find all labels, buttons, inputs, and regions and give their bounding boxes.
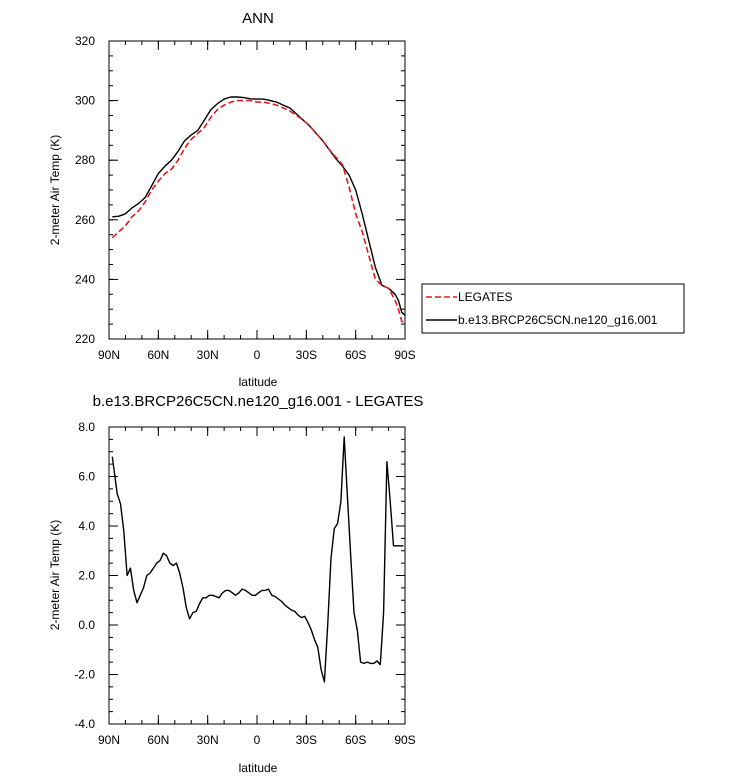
y-tick-label: 260 xyxy=(75,213,95,227)
y-tick-label: 8.0 xyxy=(78,420,95,434)
y-tick-label: 280 xyxy=(75,153,95,167)
x-tick-label: 0 xyxy=(254,733,261,747)
y-tick-label: 2.0 xyxy=(78,569,95,583)
x-tick-label: 30S xyxy=(296,348,317,362)
y-tick-label: 6.0 xyxy=(78,470,95,484)
bottom-chart-title: b.e13.BRCP26C5CN.ne120_g16.001 - LEGATES xyxy=(93,393,424,410)
top-chart-frame xyxy=(108,40,406,340)
x-tick-label: 90S xyxy=(394,348,415,362)
x-tick-label: 60N xyxy=(147,348,169,362)
y-tick-label: 320 xyxy=(75,34,95,48)
top-chart-title: ANN xyxy=(242,10,274,27)
bottom-chart-y-axis-label: 2-meter Air Temp (K) xyxy=(48,520,62,630)
x-tick-label: 30N xyxy=(197,348,219,362)
bottom-chart-plot: 90N 60N 30N 0 30S 60S 90S -4.0 -2.0 0.0 2.0 4.0 6.0 8… xyxy=(74,420,415,747)
y-tick-label: 0.0 xyxy=(78,618,95,632)
top-chart-series-line-1 xyxy=(111,99,406,325)
x-tick-label: 0 xyxy=(254,348,261,362)
legend-label-model: b.e13.BRCP26C5CN.ne120_g16.001 xyxy=(458,313,658,327)
y-tick-label: 4.0 xyxy=(78,519,95,533)
x-tick-label: 30S xyxy=(296,733,317,747)
y-tick-label: 240 xyxy=(75,272,95,286)
top-chart-series-line-2 xyxy=(112,96,406,316)
y-tick-label: 300 xyxy=(75,94,95,108)
legend-box xyxy=(421,283,685,334)
top-chart-legend: LEGATES b.e13.BRCP26C5CN.ne120_g16.001 xyxy=(421,283,685,334)
x-tick-label: 60S xyxy=(345,348,366,362)
x-tick-label: 60N xyxy=(147,733,169,747)
y-tick-label: -2.0 xyxy=(74,668,95,682)
x-tick-label: 90N xyxy=(98,348,120,362)
bottom-chart-series-line-1 xyxy=(111,436,404,683)
bottom-chart-frame xyxy=(108,426,406,725)
x-tick-label: 90S xyxy=(394,733,415,747)
x-tick-label: 30N xyxy=(197,733,219,747)
top-chart-plot: 90N 60N 30N 0 30S 60S 90S 220 240 260 280 300 320 xyxy=(75,34,416,362)
top-chart-y-axis-label: 2-meter Air Temp (K) xyxy=(48,135,62,245)
bottom-chart-x-axis-label: latitude xyxy=(239,761,278,775)
y-tick-label: 220 xyxy=(75,332,95,346)
top-chart-x-axis-label: latitude xyxy=(239,375,278,389)
x-tick-label: 90N xyxy=(98,733,120,747)
y-tick-label: -4.0 xyxy=(74,717,95,731)
x-tick-label: 60S xyxy=(345,733,366,747)
legend-label-legates: LEGATES xyxy=(458,290,512,304)
